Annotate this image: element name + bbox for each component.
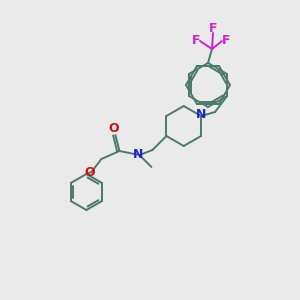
Text: O: O	[84, 166, 95, 178]
Text: N: N	[196, 109, 206, 122]
Text: O: O	[108, 122, 119, 136]
Text: F: F	[222, 34, 230, 47]
Text: F: F	[209, 22, 217, 34]
Text: N: N	[133, 148, 144, 160]
Text: F: F	[192, 34, 200, 47]
